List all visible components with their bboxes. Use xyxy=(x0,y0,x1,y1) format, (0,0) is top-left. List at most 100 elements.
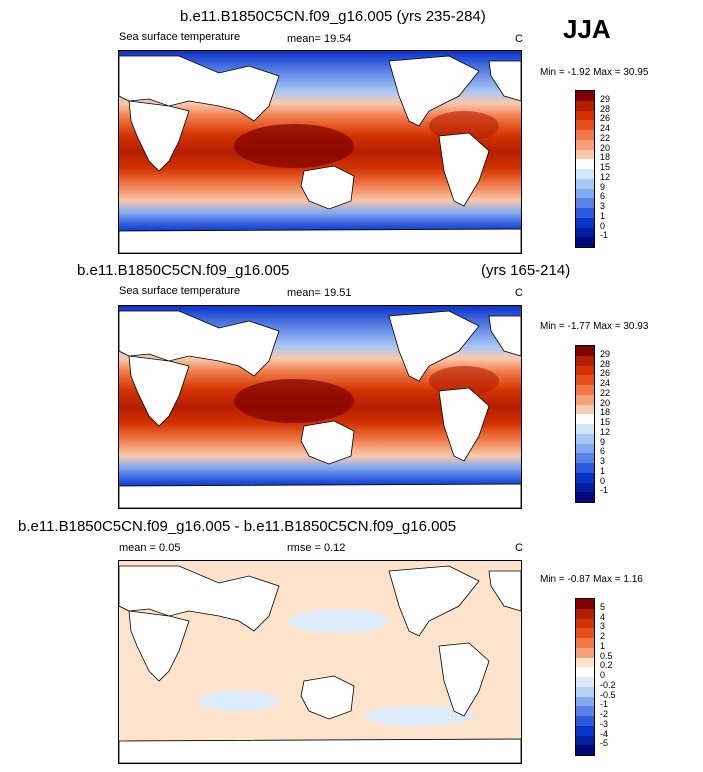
colorbar-tick-label: -0.5 xyxy=(600,689,616,700)
colorbar-tick-label: 1 xyxy=(600,640,606,651)
panel1-mean: mean= 19.54 xyxy=(287,33,352,45)
colorbar-tick-label: 18 xyxy=(600,407,611,418)
panel3-colorbar xyxy=(575,598,595,756)
colorbar-swatch xyxy=(576,217,594,228)
panel1-units: C xyxy=(515,33,523,45)
panel2-title-years: (yrs 165-214) xyxy=(481,262,571,279)
colorbar-tick-label: 26 xyxy=(600,368,611,379)
colorbar-swatch xyxy=(576,725,594,736)
colorbar-swatch xyxy=(576,394,594,405)
colorbar-swatch xyxy=(576,492,594,502)
colorbar-tick-label: 0.2 xyxy=(600,660,613,671)
colorbar-swatch xyxy=(576,149,594,160)
colorbar-swatch xyxy=(576,110,594,121)
panel1-variable-label: Sea surface temperature xyxy=(119,31,241,43)
panel2-variable-label: Sea surface temperature xyxy=(119,285,241,297)
colorbar-swatch xyxy=(576,91,594,101)
panel3-mean: mean = 0.05 xyxy=(119,542,181,554)
colorbar-swatch xyxy=(576,745,594,755)
colorbar-swatch xyxy=(576,237,594,247)
colorbar-swatch xyxy=(576,227,594,238)
colorbar-swatch xyxy=(576,647,594,658)
colorbar-swatch xyxy=(576,443,594,454)
colorbar-tick-label: 3 xyxy=(600,456,606,466)
colorbar-tick-label: 15 xyxy=(600,417,611,427)
colorbar-tick-label: 22 xyxy=(600,387,611,398)
colorbar-tick-label: 5 xyxy=(600,601,606,612)
panel2-title: b.e11.B1850C5CN.f09_g16.005 xyxy=(77,262,290,279)
colorbar-tick-label: 29 xyxy=(600,348,611,359)
colorbar-swatch xyxy=(576,188,594,199)
colorbar-tick-label: 22 xyxy=(600,132,611,143)
colorbar-swatch xyxy=(576,608,594,619)
colorbar-tick-label: 12 xyxy=(600,426,611,437)
colorbar-tick-label: 26 xyxy=(600,113,611,124)
colorbar-swatch xyxy=(576,365,594,376)
panel1-colorbar xyxy=(575,90,595,248)
panel2-colorbar xyxy=(575,345,595,503)
colorbar-swatch xyxy=(576,169,594,179)
panel1-map-svg xyxy=(119,51,521,253)
colorbar-tick-label: 0.5 xyxy=(600,650,613,661)
colorbar-tick-label: -1 xyxy=(600,230,609,241)
panel3-difference-map xyxy=(118,560,522,764)
colorbar-tick-label: -1 xyxy=(600,485,609,496)
panel3-units: C xyxy=(515,542,523,554)
colorbar-swatch xyxy=(576,696,594,707)
colorbar-tick-label: -1 xyxy=(600,699,609,710)
panel2-minmax: Min = -1.77 Max = 30.93 xyxy=(540,321,649,332)
colorbar-swatch xyxy=(576,706,594,716)
colorbar-tick-label: 9 xyxy=(600,436,606,447)
colorbar-tick-label: 24 xyxy=(600,123,611,133)
colorbar-swatch xyxy=(576,198,594,208)
colorbar-swatch xyxy=(576,424,594,434)
colorbar-swatch xyxy=(576,716,594,726)
colorbar-swatch xyxy=(576,667,594,677)
panel3-rmse: rmse = 0.12 xyxy=(287,542,346,554)
colorbar-tick-label: -0.2 xyxy=(600,679,616,690)
colorbar-tick-label: 1 xyxy=(600,465,606,476)
colorbar-tick-label: 3 xyxy=(600,201,606,211)
colorbar-swatch xyxy=(576,638,594,648)
colorbar-tick-label: 0 xyxy=(600,475,606,486)
colorbar-swatch xyxy=(576,120,594,130)
panel2-sst-map xyxy=(118,305,522,509)
colorbar-swatch xyxy=(576,628,594,638)
panel1-minmax: Min = -1.92 Max = 30.95 xyxy=(540,67,649,78)
colorbar-swatch xyxy=(576,139,594,150)
colorbar-tick-label: 6 xyxy=(600,446,606,457)
panel3-title: b.e11.B1850C5CN.f09_g16.005 - b.e11.B185… xyxy=(18,518,457,535)
colorbar-swatch xyxy=(576,657,594,668)
panel3-minmax: Min = -0.87 Max = 1.16 xyxy=(540,574,643,585)
panel3-map-svg xyxy=(119,561,521,763)
colorbar-tick-label: -3 xyxy=(600,718,609,729)
colorbar-swatch xyxy=(576,130,594,140)
colorbar-swatch xyxy=(576,686,594,697)
panel1-sst-map xyxy=(118,50,522,254)
colorbar-swatch xyxy=(576,355,594,366)
colorbar-tick-label: 28 xyxy=(600,358,611,369)
colorbar-tick-label: 28 xyxy=(600,103,611,114)
colorbar-swatch xyxy=(576,404,594,415)
panel2-mean: mean= 19.51 xyxy=(287,287,352,299)
colorbar-tick-label: 3 xyxy=(600,621,606,632)
colorbar-swatch xyxy=(576,618,594,629)
colorbar-swatch xyxy=(576,482,594,493)
colorbar-swatch xyxy=(576,414,594,424)
colorbar-tick-label: 0 xyxy=(600,220,606,231)
colorbar-tick-label: 24 xyxy=(600,378,611,388)
colorbar-tick-label: 20 xyxy=(600,142,611,153)
panel1-title: b.e11.B1850C5CN.f09_g16.005 (yrs 235-284… xyxy=(180,8,486,25)
colorbar-swatch xyxy=(576,677,594,687)
colorbar-tick-label: 1 xyxy=(600,210,606,221)
colorbar-tick-label: 9 xyxy=(600,181,606,192)
panel2-map-svg xyxy=(119,306,521,508)
colorbar-tick-label: -4 xyxy=(600,728,609,739)
colorbar-tick-label: 18 xyxy=(600,152,611,163)
colorbar-swatch xyxy=(576,463,594,473)
colorbar-swatch xyxy=(576,159,594,169)
colorbar-swatch xyxy=(576,433,594,444)
colorbar-swatch xyxy=(576,346,594,356)
colorbar-tick-label: 15 xyxy=(600,162,611,172)
colorbar-swatch xyxy=(576,472,594,483)
